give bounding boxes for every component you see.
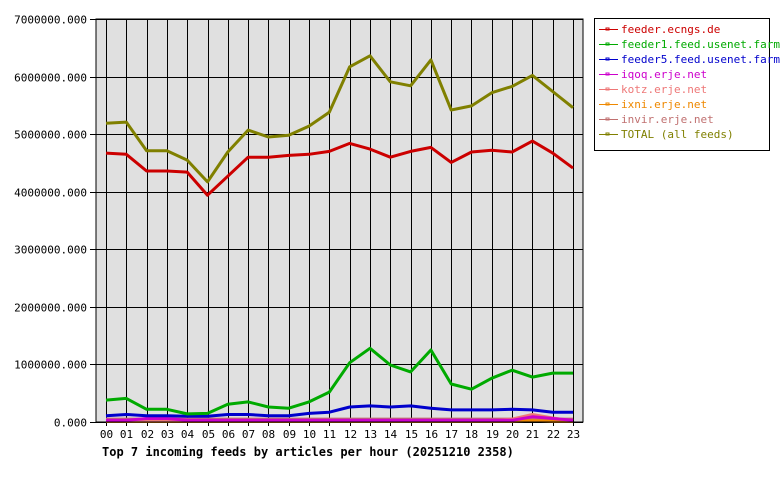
legend-item: ixni.erje.net <box>599 98 707 111</box>
y-tick-label: 6000000.000 <box>14 72 87 85</box>
x-tick-label: 09 <box>283 428 296 441</box>
legend-item: iqoq.erje.net <box>599 68 707 81</box>
x-tick-label: 19 <box>486 428 499 441</box>
gridlines <box>96 19 583 423</box>
series-line-feeder-ecngs-de <box>105 139 574 197</box>
series-line-feeder1-feed-usenet-farm <box>105 346 573 416</box>
x-tick-label: 14 <box>384 428 398 441</box>
legend-label: ixni.erje.net <box>621 98 707 111</box>
legend-marker-icon <box>605 87 610 91</box>
legend-box <box>594 18 770 151</box>
x-tick-label: 03 <box>161 428 174 441</box>
x-tick-label: 18 <box>465 428 478 441</box>
x-tick-label: 05 <box>202 428 215 441</box>
series-line-feeder5-feed-usenet-farm <box>105 404 573 418</box>
legend-marker-icon <box>605 117 610 121</box>
legend-marker-icon <box>605 27 610 31</box>
x-tick-label: 22 <box>547 428 560 441</box>
legend-label: TOTAL (all feeds) <box>621 128 734 141</box>
x-tick-label: 06 <box>222 428 235 441</box>
x-tick-label: 10 <box>303 428 316 441</box>
x-tick-label: 08 <box>262 428 275 441</box>
legend-marker-icon <box>605 57 610 61</box>
x-tick-label: 23 <box>567 428 580 441</box>
legend-label: feeder1.feed.usenet.farm <box>621 38 780 51</box>
x-tick-label: 02 <box>141 428 154 441</box>
series-line-total-all-feeds- <box>105 54 574 184</box>
x-tick-label: 15 <box>405 428 418 441</box>
legend-marker-icon <box>605 102 610 106</box>
legend-item: kotz.erje.net <box>599 83 707 96</box>
x-tick-label: 13 <box>364 428 377 441</box>
legend-label: invir.erje.net <box>621 113 714 126</box>
y-tick-label: 4000000.000 <box>14 187 87 200</box>
x-tick-label: 01 <box>120 428 133 441</box>
y-axis: 0.000 1000000.000 2000000.000 3000000.000 40… <box>14 14 96 430</box>
legend-item: feeder1.feed.usenet.farm <box>599 38 780 51</box>
legend-marker-icon <box>605 72 610 76</box>
x-tick-label: 07 <box>242 428 255 441</box>
x-tick-label: 11 <box>323 428 336 441</box>
y-tick-label: 0.000 <box>54 417 87 430</box>
x-tick-label: 04 <box>181 428 195 441</box>
legend-label: kotz.erje.net <box>621 83 707 96</box>
y-tick-label: 1000000.000 <box>14 359 87 372</box>
x-tick-label: 00 <box>100 428 113 441</box>
y-tick-label: 5000000.000 <box>14 129 87 142</box>
y-tick-label: 7000000.000 <box>14 14 87 27</box>
legend-item: feeder5.feed.usenet.farm <box>599 53 780 66</box>
x-tick-label: 20 <box>506 428 519 441</box>
x-tick-label: 17 <box>445 428 458 441</box>
plot-area <box>95 18 584 423</box>
legend-label: feeder5.feed.usenet.farm <box>621 53 780 66</box>
chart-title: Top 7 incoming feeds by articles per hou… <box>102 445 514 459</box>
legend-marker-icon <box>605 132 610 136</box>
legend-marker-icon <box>605 42 610 46</box>
x-tick-label: 21 <box>526 428 539 441</box>
x-tick-label: 12 <box>344 428 357 441</box>
series-line-iqoq-erje-net <box>106 415 574 422</box>
legend-item: invir.erje.net <box>599 113 714 126</box>
legend-label: iqoq.erje.net <box>621 68 707 81</box>
plot-frame <box>95 18 584 423</box>
legend-item: feeder.ecngs.de <box>599 23 720 36</box>
y-tick-label: 3000000.000 <box>14 244 87 257</box>
legend: feeder.ecngs.de feeder1.feed.usenet.farm f… <box>594 18 780 151</box>
y-tick-label: 2000000.000 <box>14 302 87 315</box>
x-tick-label: 16 <box>425 428 438 441</box>
x-axis: 00 01 02 03 04 05 06 07 08 09 10 11 12 13 14 15 16 17 18 19… <box>100 422 580 441</box>
legend-label: feeder.ecngs.de <box>621 23 720 36</box>
data-series <box>105 54 574 423</box>
legend-item: TOTAL (all feeds) <box>599 128 734 141</box>
